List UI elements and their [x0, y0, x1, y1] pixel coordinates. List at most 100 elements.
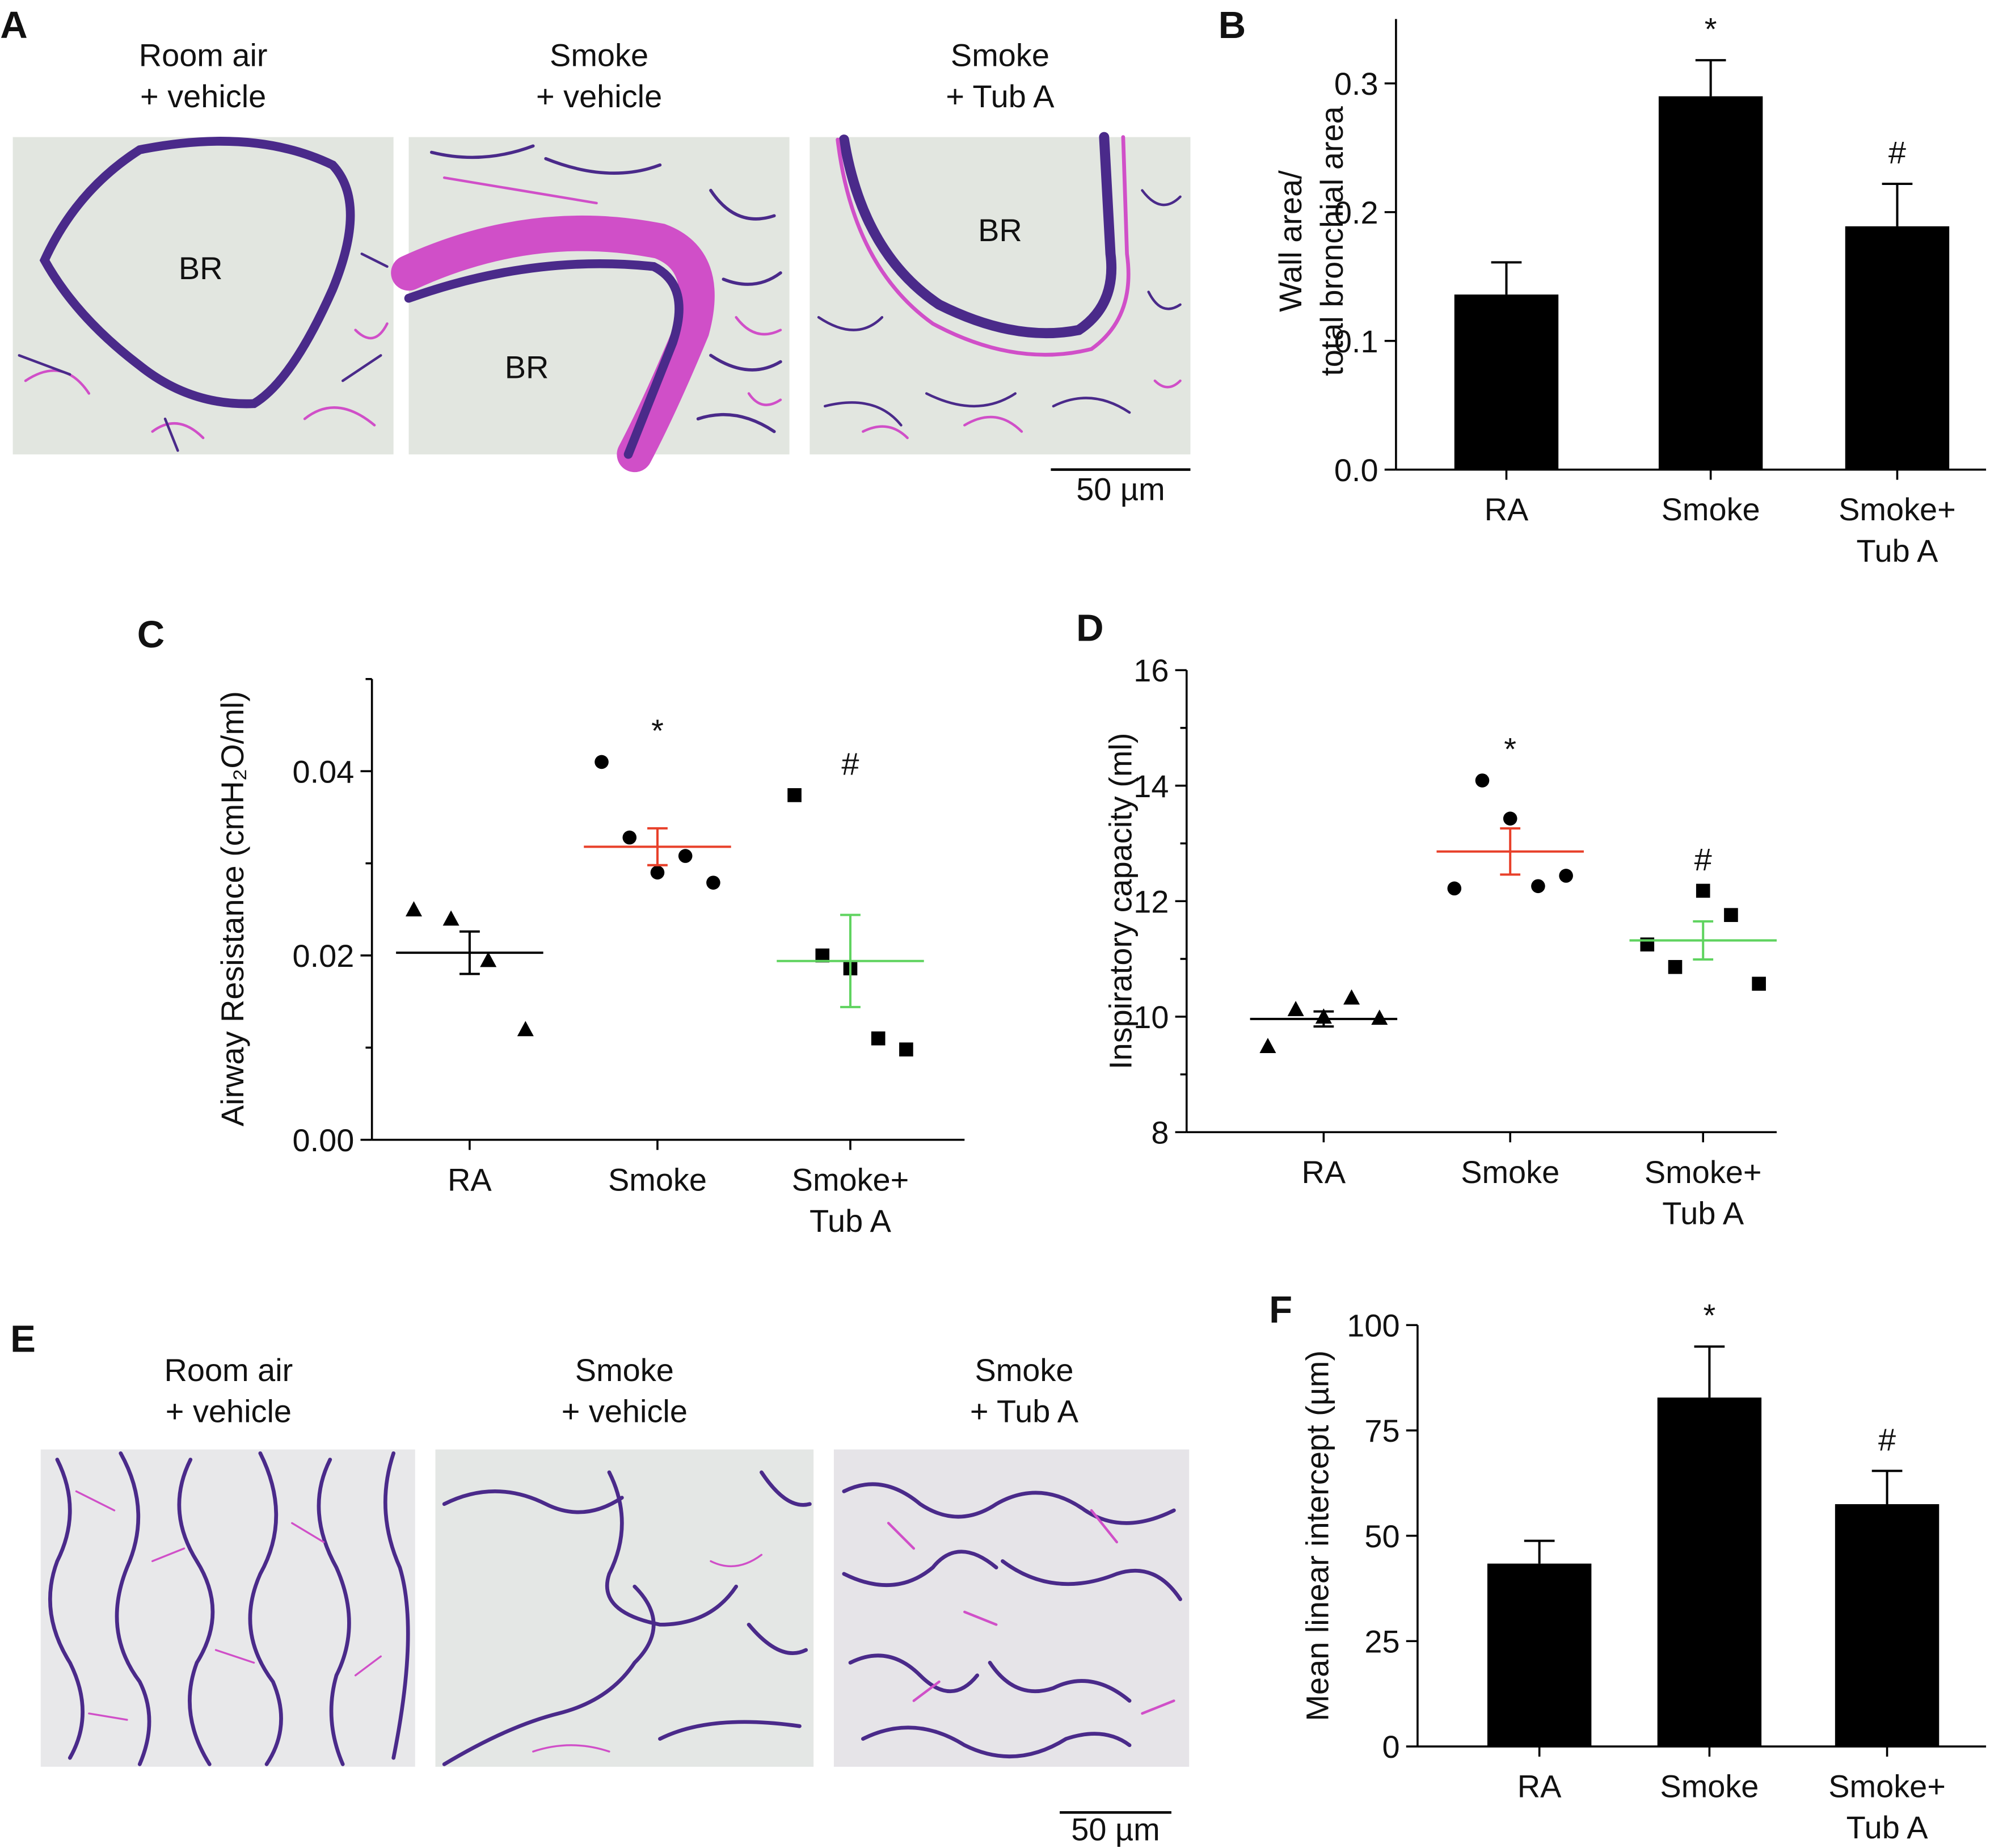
- data-point: [1752, 976, 1766, 991]
- data-point: [595, 755, 609, 769]
- y-tick-label: 25: [1364, 1624, 1399, 1660]
- y-tick-label: 50: [1364, 1518, 1399, 1554]
- y-tick-label: 0: [1382, 1729, 1399, 1765]
- bar: [1657, 1397, 1762, 1747]
- y-tick-label: 0.04: [293, 753, 355, 789]
- data-point: [1287, 1001, 1304, 1016]
- bar: [1454, 294, 1559, 470]
- micrograph: [40, 1449, 415, 1767]
- y-tick-label: 0.00: [293, 1122, 355, 1158]
- x-tick-label: Smoke+ Tub A: [1645, 1154, 1762, 1231]
- data-point: [899, 1042, 913, 1056]
- data-point: [1503, 811, 1517, 826]
- panel-letter: F: [1269, 1289, 1292, 1331]
- data-point: [1559, 869, 1573, 883]
- data-point: [1668, 959, 1683, 974]
- error-bar: [1695, 59, 1726, 96]
- image-title: Room air + vehicle: [139, 37, 268, 114]
- data-point: [678, 849, 693, 863]
- micrograph: [833, 1449, 1190, 1767]
- sem-bar: [840, 914, 861, 1008]
- region-label: BR: [978, 212, 1022, 248]
- error-bar: [1491, 261, 1522, 295]
- region-label: BR: [179, 250, 223, 286]
- image-title: Smoke + vehicle: [536, 37, 662, 114]
- micrograph: [12, 137, 394, 454]
- y-tick-label: 16: [1133, 653, 1169, 688]
- data-point: [405, 901, 423, 917]
- image-title: Smoke + Tub A: [970, 1352, 1079, 1429]
- x-tick-label: Smoke+ Tub A: [1828, 1769, 1946, 1846]
- bar: [1845, 226, 1950, 470]
- x-tick-label: Smoke+ Tub A: [792, 1161, 909, 1239]
- data-point: [622, 830, 637, 845]
- x-tick-label: RA: [1517, 1769, 1562, 1804]
- y-tick-label: 0.1: [1334, 323, 1378, 359]
- micrograph: [810, 132, 1191, 454]
- error-bar: [1524, 1539, 1555, 1564]
- data-point: [650, 865, 665, 880]
- x-tick-label: Smoke: [1660, 1769, 1759, 1804]
- significance-mark: #: [841, 746, 859, 782]
- x-tick-label: Smoke: [1662, 491, 1760, 527]
- data-point: [1259, 1038, 1276, 1054]
- x-tick-label: RA: [1302, 1154, 1346, 1190]
- y-tick-label: 8: [1151, 1114, 1169, 1150]
- error-bar: [1694, 1345, 1725, 1398]
- data-point: [517, 1021, 534, 1037]
- image-title: Smoke + vehicle: [562, 1352, 688, 1429]
- y-tick-label: 75: [1364, 1413, 1399, 1449]
- data-point: [1696, 883, 1710, 898]
- y-tick-label: 14: [1133, 768, 1169, 804]
- data-point: [480, 952, 497, 967]
- y-tick-label: 100: [1347, 1308, 1399, 1344]
- data-point: [1724, 908, 1738, 922]
- micrograph: [391, 137, 790, 473]
- x-tick-label: RA: [448, 1161, 492, 1197]
- significance-mark: *: [1705, 11, 1717, 47]
- y-axis-label: Mean linear intercept (µm): [1299, 1350, 1335, 1721]
- image-title: Room air + vehicle: [164, 1352, 293, 1429]
- data-point: [1475, 773, 1490, 788]
- panel-letter: E: [10, 1317, 36, 1360]
- sem-bar: [647, 827, 668, 866]
- data-point: [1371, 1009, 1388, 1025]
- sem-bar: [459, 930, 480, 975]
- panel-e: E: [10, 1317, 1190, 1814]
- panel-letter: A: [0, 4, 27, 47]
- significance-mark: *: [1504, 731, 1516, 767]
- data-point: [871, 1031, 886, 1046]
- error-bar: [1882, 182, 1913, 226]
- y-tick-label: 10: [1133, 999, 1169, 1035]
- sem-bar: [1313, 1010, 1334, 1028]
- y-tick-label: 0.02: [293, 938, 355, 974]
- bar: [1658, 96, 1763, 470]
- significance-mark: *: [651, 713, 664, 748]
- scale-bar-label: 50 µm: [1071, 1812, 1160, 1847]
- y-tick-label: 0.0: [1334, 452, 1378, 488]
- bar: [1835, 1504, 1940, 1747]
- y-tick-label: 0.2: [1334, 195, 1378, 230]
- error-bar: [1871, 1470, 1903, 1505]
- sem-bar: [1693, 920, 1714, 961]
- sem-bar: [1500, 827, 1521, 876]
- image-title: Smoke + Tub A: [946, 37, 1055, 114]
- significance-mark: #: [1888, 134, 1906, 170]
- y-axis-label: Airway Resistance (cmH₂O/ml): [214, 691, 250, 1126]
- bar: [1487, 1563, 1592, 1747]
- data-point: [1447, 881, 1462, 896]
- region-label: BR: [505, 350, 549, 385]
- data-point: [1531, 879, 1545, 894]
- panel-letter: D: [1076, 607, 1103, 650]
- scale-bar-label: 50 µm: [1076, 471, 1165, 507]
- y-axis-label: Wall area/total bronchial area: [1272, 106, 1350, 376]
- data-point: [787, 788, 802, 802]
- data-point: [1343, 989, 1360, 1005]
- y-axis-label: Inspiratory capacity (ml): [1103, 733, 1139, 1070]
- data-point: [442, 910, 459, 926]
- x-tick-label: Smoke: [608, 1161, 707, 1197]
- significance-mark: #: [1694, 841, 1712, 877]
- panel-letter: C: [137, 613, 165, 656]
- y-tick-label: 12: [1133, 883, 1169, 919]
